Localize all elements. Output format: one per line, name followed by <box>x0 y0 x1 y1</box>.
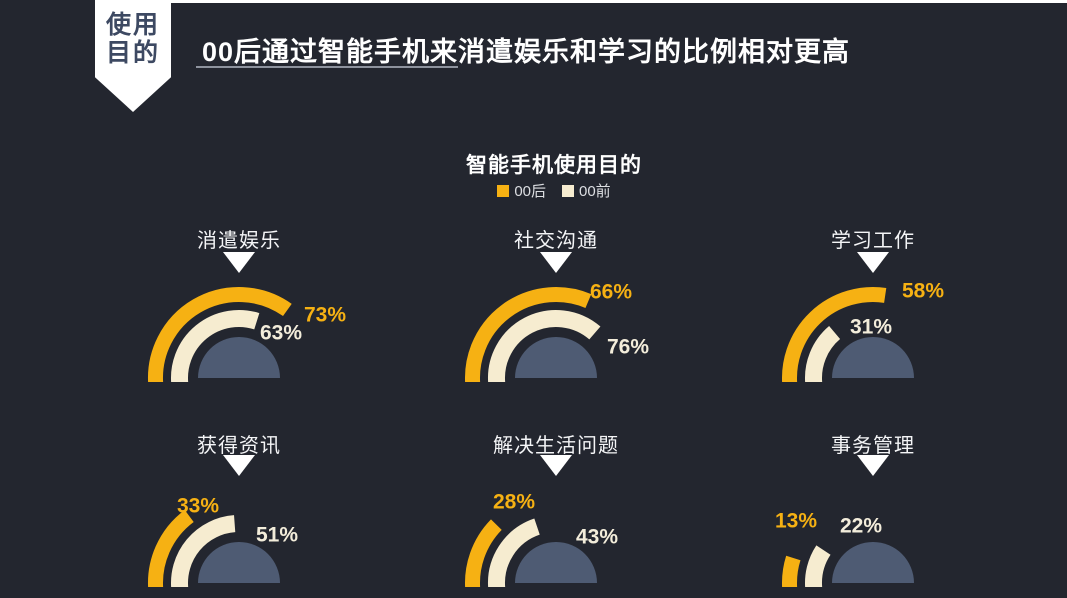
arrow-down-icon <box>857 455 889 476</box>
gauge-category-label: 学习工作 <box>831 230 915 252</box>
chart-legend: 00后 00前 <box>379 180 729 201</box>
semicircle-gauge-chart: 63%73% <box>148 287 346 382</box>
semicircle-gauge-chart: 31% 58% <box>782 280 944 382</box>
legend-item: 00前 <box>562 180 611 201</box>
pre00-arc-value-label: 22% <box>840 515 882 538</box>
legend-label: 00后 <box>514 183 546 200</box>
post00-arc <box>465 519 502 587</box>
pre00-arc <box>488 518 541 587</box>
pre00-arc-value-label: 31% <box>850 316 892 339</box>
gauge-dome <box>198 337 280 378</box>
gauge-dome <box>832 542 914 583</box>
badge-text-line2: 目的 <box>105 39 160 67</box>
gauge-dome <box>515 542 597 583</box>
pre00-arc <box>171 310 260 382</box>
pre00-arc-value-label: 76% <box>607 336 649 359</box>
pre00-arc <box>488 310 601 382</box>
post00-arc <box>465 287 592 382</box>
semicircle-gauge-chart: 43% 28% <box>465 491 618 587</box>
semicircle-gauge-chart: 76% 66% <box>465 281 649 382</box>
semicircle-gauge-chart: 51% 33% <box>148 495 298 587</box>
post00-arc-value-label: 66% <box>590 281 632 304</box>
legend-swatch-icon <box>497 184 510 197</box>
legend-label: 00前 <box>579 183 611 200</box>
gauge-dome <box>198 542 280 583</box>
arrow-down-icon <box>540 252 572 273</box>
legend-swatch-icon <box>562 184 574 197</box>
legend-item: 00后 <box>497 180 546 201</box>
post00-arc <box>148 509 194 587</box>
gauge-category-label: 消遣娱乐 <box>197 230 281 252</box>
post00-arc-value-label: 33% <box>177 495 219 518</box>
pre00-arc <box>805 326 841 382</box>
post00-arc <box>148 287 292 382</box>
gauge-category-label: 社交沟通 <box>514 230 598 252</box>
pre00-arc <box>171 515 236 587</box>
gauge-category-label: 获得资讯 <box>197 435 281 457</box>
title-underline <box>196 66 458 68</box>
pre00-arc-value-label: 51% <box>256 524 298 547</box>
arrow-down-icon <box>857 252 889 273</box>
gauge-dome <box>515 337 597 378</box>
post00-arc <box>782 287 887 382</box>
pre00-arc-value-label: 63% <box>260 322 302 345</box>
semicircle-gauge-chart: 22% 13% <box>775 510 914 587</box>
gauge-category-label: 事务管理 <box>831 435 915 457</box>
badge-text-line1: 使用 <box>105 11 160 39</box>
post00-arc-value-label: 28% <box>493 491 535 514</box>
gauge-category-label: 解决生活问题 <box>493 435 619 457</box>
usage-purpose-badge: 使用 目的 <box>95 0 171 112</box>
post00-arc <box>782 555 801 587</box>
chart-title: 智能手机使用目的 <box>466 154 642 177</box>
arrow-down-icon <box>223 252 255 273</box>
arrow-down-icon <box>540 455 572 476</box>
post00-arc-value-label: 13% <box>775 510 817 533</box>
pre00-arc-value-label: 43% <box>576 526 618 549</box>
pre00-arc <box>805 545 831 587</box>
post00-arc-value-label: 73% <box>304 304 346 327</box>
post00-arc-value-label: 58% <box>902 280 944 303</box>
gauge-dome <box>832 337 914 378</box>
arrow-down-icon <box>223 455 255 476</box>
top-divider-line <box>95 0 1067 3</box>
slide-title: 00后通过智能手机来消遣娱乐和学习的比例相对更高 <box>202 37 851 67</box>
